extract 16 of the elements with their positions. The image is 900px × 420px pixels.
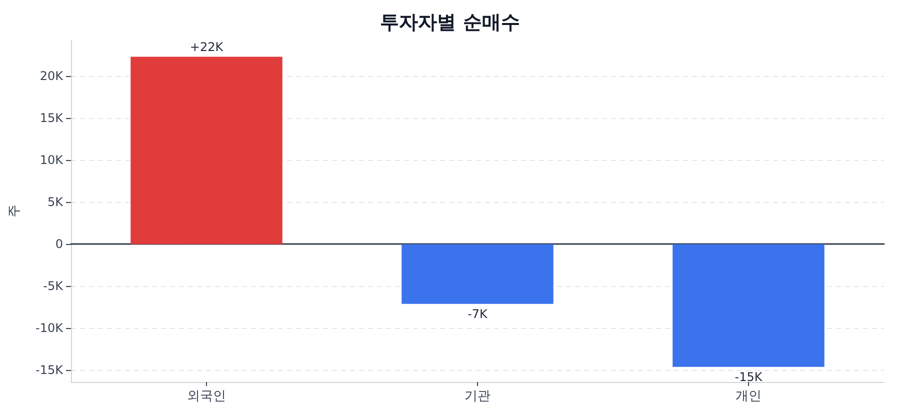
y-tick-label: 0 <box>55 237 63 252</box>
y-axis-title: 주 <box>7 204 22 218</box>
data-label: -15K <box>734 370 764 384</box>
data-label: -7K <box>468 306 489 321</box>
y-tick-label: 5K <box>47 195 64 210</box>
data-label: +22K <box>190 40 224 54</box>
y-tick-label: -5K <box>43 279 64 294</box>
y-tick-label: -15K <box>36 363 64 378</box>
y-tick-label: 15K <box>40 111 64 126</box>
y-tick-label: 20K <box>40 69 64 84</box>
x-tick-label: 기관 <box>464 389 490 404</box>
y-tick-label: -10K <box>36 321 64 336</box>
chart-title: 투자자별 순매수 <box>380 12 520 34</box>
y-tick-label: 10K <box>40 153 64 168</box>
x-tick-label: 개인 <box>736 389 762 404</box>
x-tick-label: 외국인 <box>187 389 226 404</box>
